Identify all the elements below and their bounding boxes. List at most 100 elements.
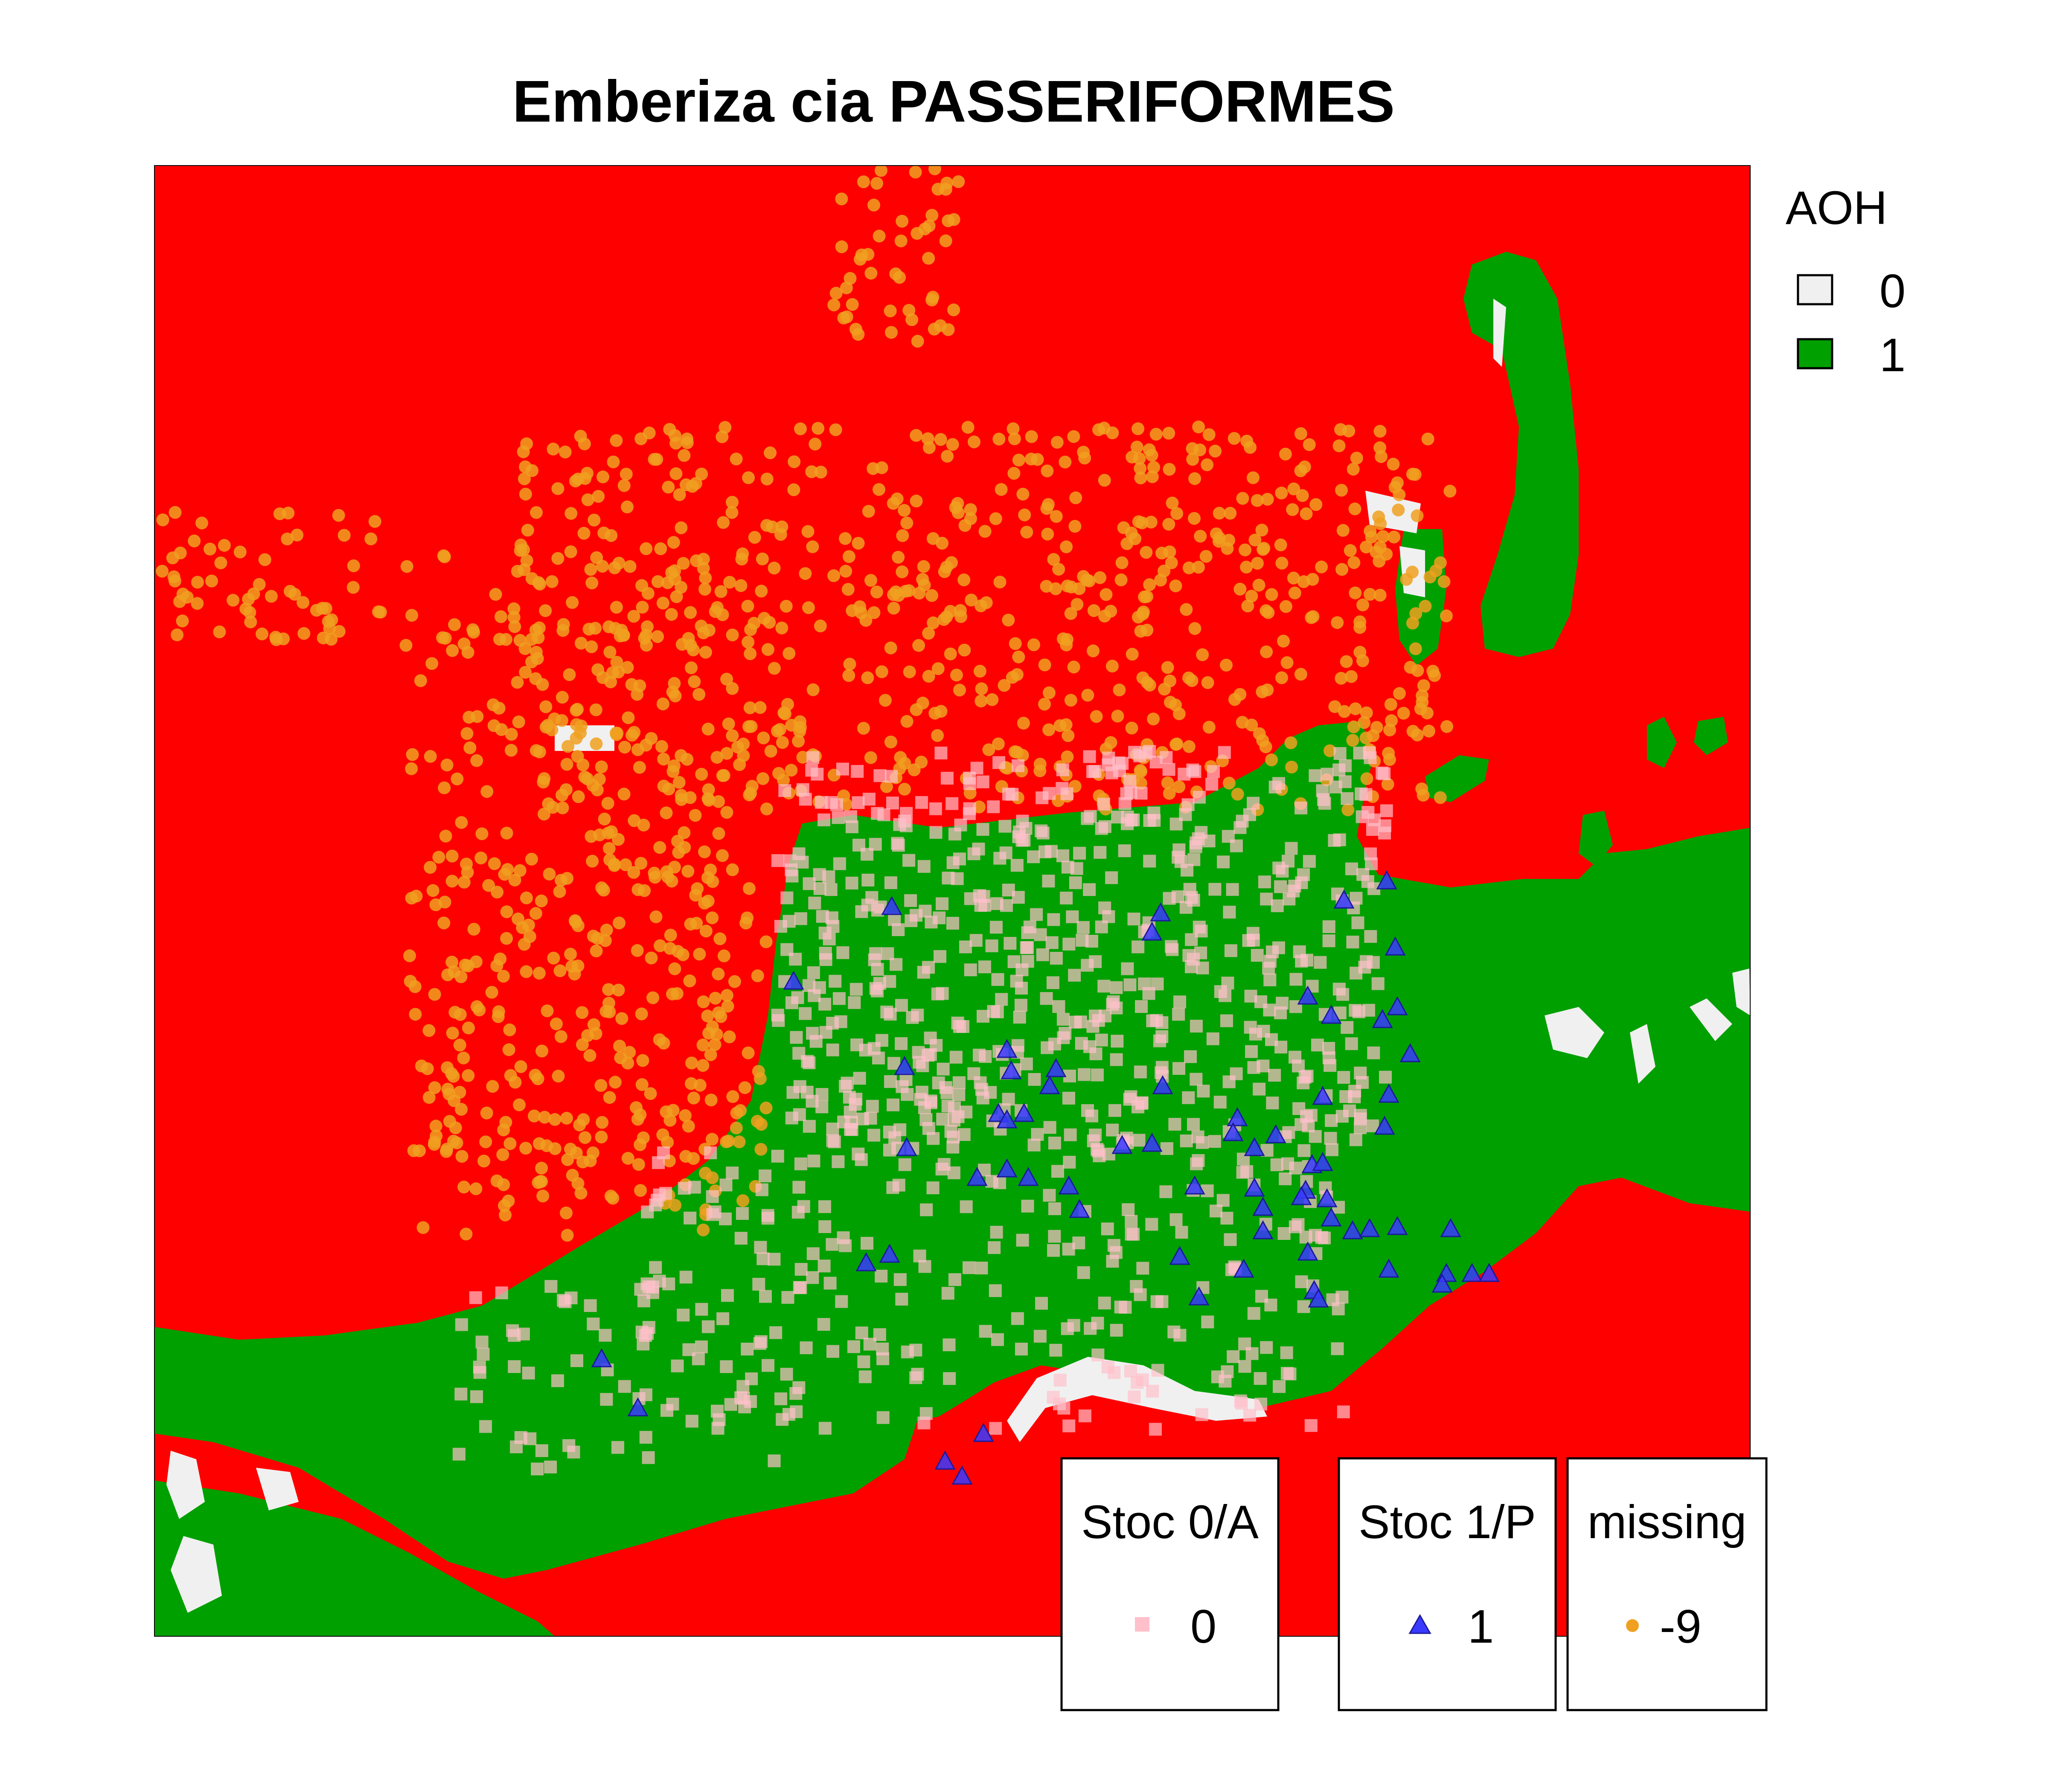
stoc-absence-point bbox=[823, 1277, 837, 1290]
missing-point bbox=[754, 1143, 768, 1156]
stoc-absence-point bbox=[836, 946, 849, 959]
missing-point bbox=[722, 1135, 735, 1148]
stoc-absence-point bbox=[818, 1220, 832, 1233]
stoc-absence-point bbox=[953, 1020, 966, 1033]
stoc-absence-point bbox=[1276, 864, 1289, 878]
stoc-absence-point bbox=[1302, 1119, 1315, 1132]
missing-point bbox=[702, 794, 716, 807]
missing-point bbox=[651, 575, 664, 588]
stoc-absence-point bbox=[922, 1122, 935, 1135]
missing-point bbox=[633, 761, 646, 774]
stoc-absence-point bbox=[973, 1048, 986, 1062]
stoc-absence-point bbox=[922, 961, 935, 974]
stoc-absence-point bbox=[1270, 1158, 1283, 1171]
stoc-absence-point bbox=[1208, 883, 1222, 896]
missing-point bbox=[447, 1070, 460, 1083]
missing-point bbox=[759, 1101, 773, 1114]
missing-point bbox=[931, 729, 944, 742]
missing-point bbox=[635, 1007, 648, 1021]
stoc-absence-point bbox=[978, 960, 991, 974]
stoc-absence-point bbox=[1210, 1204, 1222, 1218]
stoc-absence-point bbox=[639, 1431, 652, 1444]
missing-point bbox=[680, 478, 692, 492]
missing-point bbox=[1406, 468, 1419, 481]
missing-point bbox=[622, 711, 635, 724]
missing-point bbox=[873, 230, 886, 243]
stoc-absence-point bbox=[551, 1374, 564, 1388]
missing-point bbox=[875, 166, 887, 177]
stoc-absence-point bbox=[824, 883, 838, 896]
missing-point bbox=[1041, 464, 1054, 477]
stoc-absence-point bbox=[1273, 1380, 1286, 1393]
stoc-absence-point bbox=[1182, 949, 1196, 962]
stoc-absence-point bbox=[1138, 977, 1151, 990]
missing-point bbox=[602, 983, 615, 996]
missing-point bbox=[666, 765, 680, 778]
missing-point bbox=[404, 975, 417, 988]
missing-point bbox=[799, 567, 812, 580]
missing-point bbox=[714, 585, 727, 598]
stoc-absence-point bbox=[1130, 1280, 1143, 1293]
missing-point bbox=[893, 271, 906, 284]
missing-point bbox=[925, 589, 938, 602]
stoc-absence-point bbox=[853, 1072, 866, 1085]
missing-point bbox=[346, 581, 360, 594]
missing-point bbox=[561, 740, 575, 753]
stoc-presence-point bbox=[1018, 1167, 1039, 1186]
stoc-absence-point bbox=[929, 802, 942, 815]
stoc-absence-point bbox=[1088, 765, 1102, 778]
missing-point bbox=[1356, 598, 1369, 611]
stoc-absence-point bbox=[1041, 1041, 1054, 1054]
stoc-absence-point bbox=[1224, 944, 1237, 957]
stoc-absence-point bbox=[807, 1155, 820, 1168]
missing-point bbox=[535, 1044, 549, 1058]
missing-point bbox=[1239, 543, 1252, 556]
missing-point bbox=[1426, 665, 1440, 678]
missing-point bbox=[532, 576, 545, 589]
stoc-absence-point bbox=[902, 854, 916, 867]
stoc-absence-point bbox=[885, 770, 898, 783]
missing-point bbox=[1060, 540, 1073, 553]
missing-point bbox=[685, 1077, 698, 1090]
missing-point bbox=[454, 1008, 467, 1021]
missing-point bbox=[1331, 616, 1344, 629]
missing-point bbox=[627, 610, 640, 623]
stoc-absence-point bbox=[1355, 787, 1368, 800]
missing-point bbox=[1275, 671, 1288, 684]
stoc-absence-point bbox=[1226, 883, 1239, 896]
missing-point bbox=[448, 618, 461, 631]
stoc-absence-point bbox=[1332, 763, 1346, 777]
missing-point bbox=[654, 939, 666, 952]
missing-point bbox=[467, 922, 480, 936]
stoc-absence-point bbox=[1328, 834, 1341, 847]
missing-point bbox=[666, 1104, 680, 1117]
missing-point bbox=[965, 593, 978, 607]
missing-point bbox=[582, 623, 596, 636]
missing-point bbox=[1284, 736, 1297, 749]
stoc-absence-point bbox=[1110, 981, 1123, 994]
stoc-absence-point bbox=[940, 771, 954, 785]
missing-point bbox=[1202, 428, 1216, 441]
stoc-absence-point bbox=[797, 1200, 810, 1213]
missing-point bbox=[745, 720, 758, 733]
missing-point bbox=[460, 1228, 473, 1241]
stoc-absence-point bbox=[713, 1413, 726, 1426]
missing-point bbox=[513, 864, 527, 877]
missing-point bbox=[1375, 450, 1388, 463]
stoc-absence-point bbox=[524, 1432, 537, 1446]
missing-point bbox=[806, 540, 819, 553]
missing-point bbox=[553, 885, 566, 898]
stoc-presence-point bbox=[1152, 1075, 1173, 1094]
stoc-absence-point bbox=[759, 1169, 772, 1182]
stoc-absence-point bbox=[806, 1095, 819, 1108]
stoc-absence-point bbox=[905, 914, 918, 927]
missing-point bbox=[1016, 488, 1030, 501]
missing-point bbox=[1422, 724, 1435, 738]
missing-point bbox=[602, 997, 615, 1010]
stoc-absence-point bbox=[848, 996, 861, 1009]
missing-point bbox=[678, 826, 691, 839]
missing-point bbox=[1420, 707, 1434, 720]
stoc-presence-point bbox=[1252, 1220, 1274, 1239]
missing-point bbox=[986, 693, 999, 706]
missing-point bbox=[1201, 676, 1214, 689]
